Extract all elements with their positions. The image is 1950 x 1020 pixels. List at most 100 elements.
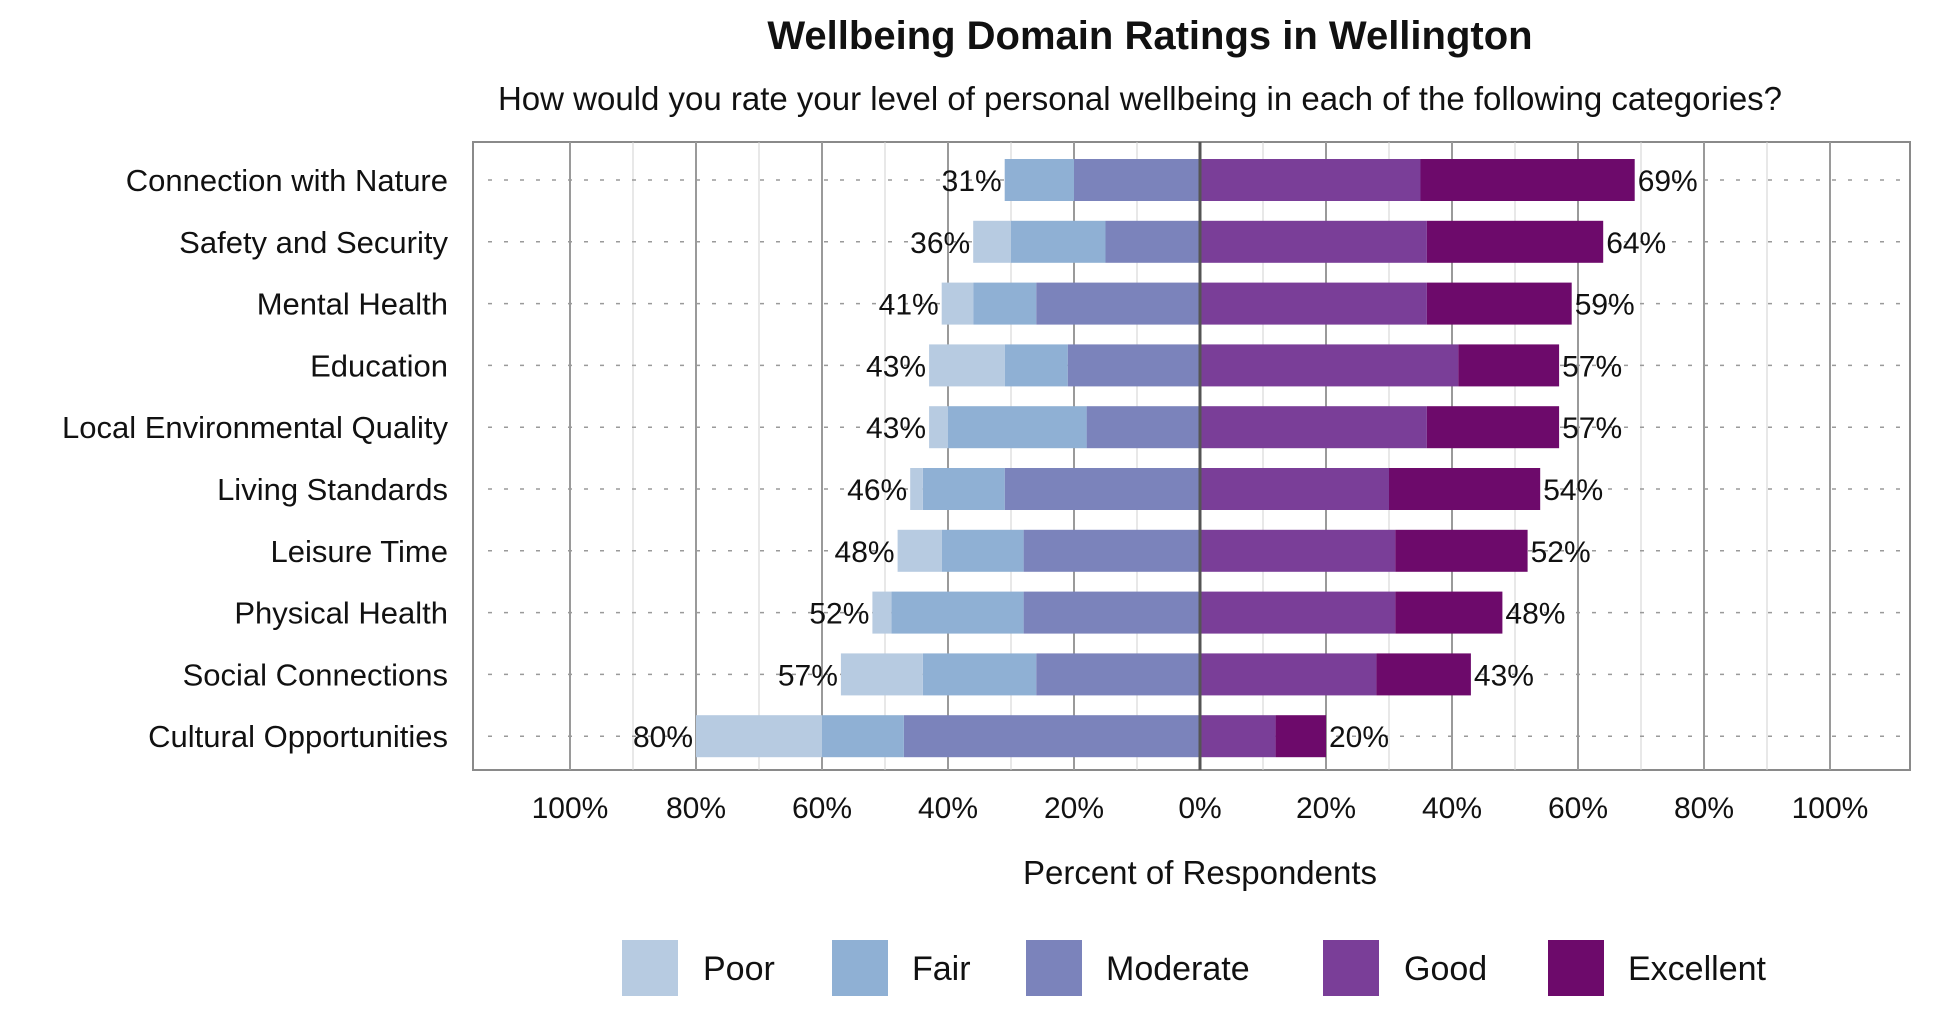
right-total-label: 59%: [1575, 289, 1635, 322]
category-label: Education: [310, 348, 448, 383]
category-label: Mental Health: [257, 287, 448, 322]
legend-swatch: [1323, 940, 1379, 996]
left-total-label: 80%: [633, 721, 693, 754]
bar-segment-poor: [696, 715, 822, 758]
left-total-label: 52%: [809, 598, 869, 631]
bar-segment-poor: [941, 282, 974, 325]
bar-segment-fair: [1004, 159, 1074, 201]
category-row: Cultural Opportunities 80% 20%: [148, 715, 1900, 758]
legend-swatch: [622, 940, 678, 996]
left-total-label: 48%: [835, 536, 895, 569]
bar-segment-excellent: [1426, 220, 1604, 263]
bar-segment-moderate: [1036, 282, 1200, 325]
bar-segment-good: [1200, 529, 1396, 572]
bar-segment-fair: [822, 715, 904, 758]
category-row: Social Connections 57% 43%: [183, 653, 1900, 696]
category-row: Local Environmental Quality 43% 57%: [62, 406, 1900, 449]
bar-segment-fair: [941, 529, 1024, 572]
bar-segment-moderate: [1086, 406, 1200, 449]
bar-segment-fair: [922, 468, 1005, 510]
x-tick-label: 20%: [1044, 792, 1104, 825]
left-total-label: 43%: [866, 350, 926, 383]
bar-segment-good: [1200, 468, 1389, 510]
bar-segment-excellent: [1275, 715, 1326, 758]
bar-segment-excellent: [1458, 344, 1560, 387]
bar-segment-fair: [922, 653, 1037, 696]
category-label: Cultural Opportunities: [148, 719, 448, 754]
bar-segment-excellent: [1376, 653, 1471, 696]
legend-swatch: [1548, 940, 1604, 996]
legend-item: Moderate: [1026, 940, 1250, 996]
category-label: Living Standards: [217, 472, 448, 507]
bar-segment-moderate: [1023, 591, 1200, 634]
bar-segment-good: [1200, 220, 1427, 263]
bar-segment-good: [1200, 591, 1396, 634]
x-tick-label: 60%: [1548, 792, 1608, 825]
bar-segment-moderate: [1074, 159, 1200, 201]
bar-segment-poor: [840, 653, 923, 696]
legend-item: Fair: [832, 940, 971, 996]
x-tick-label: 100%: [1792, 792, 1869, 825]
x-tick-label: 40%: [918, 792, 978, 825]
category-label: Safety and Security: [179, 225, 448, 260]
right-total-label: 54%: [1543, 474, 1603, 507]
left-total-label: 43%: [866, 412, 926, 445]
right-total-label: 52%: [1531, 536, 1591, 569]
bar-segment-moderate: [1067, 344, 1200, 387]
bar-segment-poor: [872, 591, 892, 634]
bar-segment-poor: [929, 344, 1005, 387]
left-total-label: 46%: [847, 474, 907, 507]
x-tick-label: 0%: [1178, 792, 1221, 825]
bar-segment-moderate: [903, 715, 1200, 758]
left-total-label: 57%: [778, 659, 838, 692]
bar-segment-moderate: [1105, 220, 1200, 263]
x-axis-title: Percent of Respondents: [1023, 854, 1377, 891]
x-tick-label: 20%: [1296, 792, 1356, 825]
legend-label: Good: [1404, 950, 1487, 988]
right-total-label: 57%: [1562, 350, 1622, 383]
bar-segment-poor: [910, 468, 923, 510]
legend-label: Fair: [912, 950, 971, 988]
bar-segment-moderate: [1036, 653, 1200, 696]
category-label: Leisure Time: [271, 534, 448, 569]
category-row: Physical Health 52% 48%: [234, 591, 1900, 634]
bar-segment-excellent: [1426, 282, 1572, 325]
legend-label: Moderate: [1106, 950, 1250, 988]
category-label: Social Connections: [183, 657, 448, 692]
bar-segment-poor: [973, 220, 1011, 263]
category-row: Mental Health 41% 59%: [257, 282, 1900, 325]
right-total-label: 64%: [1606, 227, 1666, 260]
legend: Poor Fair Moderate Good Excellent: [622, 940, 1767, 996]
bar-segment-moderate: [1023, 529, 1200, 572]
left-total-label: 31%: [942, 165, 1002, 198]
x-tick-label: 80%: [1674, 792, 1734, 825]
bar-segment-fair: [891, 591, 1024, 634]
right-total-label: 48%: [1505, 598, 1565, 631]
bar-segment-poor: [929, 406, 948, 449]
category-row: Leisure Time 48% 52%: [271, 529, 1900, 572]
plot-frame: [472, 141, 1911, 771]
category-label: Connection with Nature: [126, 163, 448, 198]
right-total-label: 20%: [1329, 721, 1389, 754]
right-total-label: 57%: [1562, 412, 1622, 445]
bar-segment-fair: [973, 282, 1037, 325]
bar-segment-good: [1200, 282, 1427, 325]
category-row: Safety and Security 36% 64%: [179, 220, 1900, 263]
bar-segment-excellent: [1426, 406, 1560, 449]
bar-segment-good: [1200, 715, 1276, 758]
right-total-label: 69%: [1638, 165, 1698, 198]
bar-segment-moderate: [1004, 468, 1200, 510]
legend-swatch: [1026, 940, 1082, 996]
x-tick-label: 40%: [1422, 792, 1482, 825]
bar-segment-good: [1200, 159, 1421, 201]
x-tick-label: 80%: [666, 792, 726, 825]
category-label: Local Environmental Quality: [62, 410, 448, 445]
legend-item: Good: [1323, 940, 1487, 996]
category-row: Connection with Nature 31% 69%: [126, 159, 1900, 201]
bar-segment-good: [1200, 344, 1459, 387]
bar-segment-excellent: [1389, 468, 1541, 510]
legend-swatch: [832, 940, 888, 996]
bar-segment-fair: [1004, 344, 1068, 387]
